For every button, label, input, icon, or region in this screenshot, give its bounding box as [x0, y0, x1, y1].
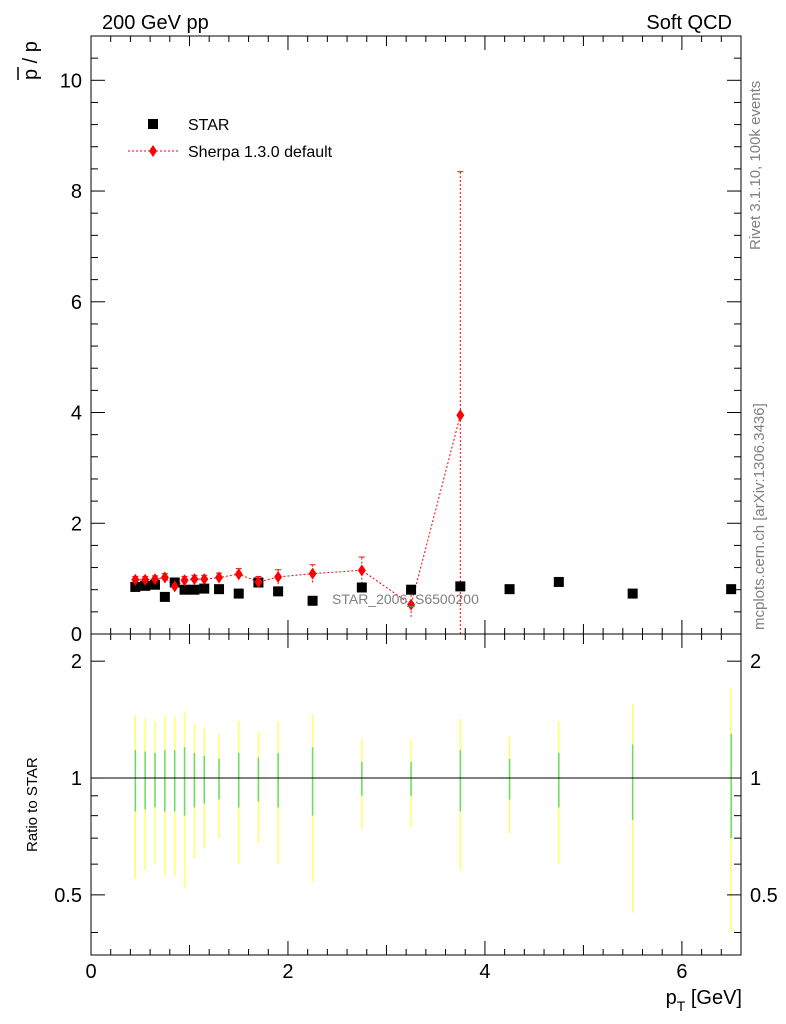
sherpa-point [170, 580, 179, 593]
header-left: 200 GeV pp [102, 12, 209, 34]
x-axis-label-sub: T [677, 998, 686, 1014]
star-point [233, 588, 244, 599]
star-point [455, 581, 466, 592]
main-y-tick-label: 6 [71, 292, 82, 314]
legend-star-marker [148, 119, 158, 129]
ratio-ytick-labels: 0.5 0.5 1 1 2 2 [54, 651, 778, 907]
star-point [199, 583, 210, 594]
sherpa-point [151, 573, 160, 586]
mcplots-label: mcplots.cern.ch [arXiv:1306.3436] [751, 403, 768, 630]
x-tick-labels: 0 2 4 6 [85, 961, 687, 983]
sherpa-point [234, 568, 243, 581]
ratio-ticks [90, 634, 742, 955]
main-ytick-labels: 0 2 4 6 8 10 [60, 70, 82, 646]
ratio-panel: 0.5 0.5 1 1 2 2 Ratio to STAR [24, 633, 778, 956]
star-point [214, 584, 225, 595]
ratio-bands [134, 688, 732, 933]
sherpa-point [357, 564, 366, 577]
legend-star-label: STAR [188, 117, 229, 134]
legend: STAR Sherpa 1.3.0 default [128, 117, 333, 161]
ratio-y-tick-label-left: 1 [71, 768, 82, 790]
sherpa-point [407, 598, 416, 611]
main-y-tick-label: 2 [71, 513, 82, 535]
y-axis-label-pbar: p [20, 69, 42, 80]
sherpa-point [160, 571, 169, 584]
star-point [159, 591, 170, 602]
sherpa-point [180, 574, 189, 587]
main-y-tick-label: 10 [60, 70, 82, 92]
star-point [307, 595, 318, 606]
star-point [273, 586, 284, 597]
ratio-plot-frame [90, 633, 742, 956]
ratio-y-axis-label: Ratio to STAR [24, 757, 41, 852]
star-point [356, 582, 367, 593]
ratio-y-tick-label-right: 1 [750, 768, 761, 790]
star-point [726, 584, 737, 595]
star-point [189, 584, 200, 595]
x-axis-label: pT [GeV] [666, 987, 742, 1014]
main-y-tick-label: 4 [71, 403, 82, 425]
x-axis-label-main: p [666, 987, 677, 1009]
ratio-y-tick-label-left: 2 [71, 651, 82, 673]
star-point [504, 584, 515, 595]
star-point [627, 588, 638, 599]
star-point [406, 584, 417, 595]
sherpa-point [308, 567, 317, 580]
x-tick-label: 0 [85, 961, 96, 983]
sherpa-line [135, 415, 461, 606]
sherpa-point [215, 571, 224, 584]
main-y-tick-label: 8 [71, 181, 82, 203]
star-point [553, 576, 564, 587]
legend-sherpa-marker [149, 145, 157, 157]
analysis-watermark: STAR_2006_S6500200 [332, 591, 479, 607]
x-tick-label: 6 [676, 961, 687, 983]
ratio-y-tick-label-left: 0.5 [54, 885, 82, 907]
main-y-tick-label: 0 [71, 624, 82, 646]
rivet-label: Rivet 3.1.10, 100k events [747, 81, 764, 250]
legend-sherpa-label: Sherpa 1.3.0 default [188, 144, 333, 161]
ratio-y-tick-label-right: 0.5 [750, 885, 778, 907]
sherpa-point [131, 573, 140, 586]
sherpa-point [141, 573, 150, 586]
main-series [130, 171, 737, 634]
y-axis-label: p / p [20, 41, 42, 80]
x-tick-label: 2 [282, 961, 293, 983]
sherpa-point [274, 570, 283, 583]
sherpa-point [200, 573, 209, 586]
star-point [179, 584, 190, 595]
star-point [130, 581, 141, 592]
sherpa-point [254, 575, 263, 588]
star-point [140, 580, 151, 591]
ratio-y-tick-label-right: 2 [750, 651, 761, 673]
x-tick-label: 4 [479, 961, 490, 983]
header-right: Soft QCD [646, 12, 732, 34]
main-ticks [90, 35, 742, 635]
x-axis-label-unit: [GeV] [685, 987, 742, 1009]
y-axis-label-rest: / p [20, 41, 42, 69]
sherpa-point [456, 409, 465, 422]
sherpa-point [190, 573, 199, 586]
